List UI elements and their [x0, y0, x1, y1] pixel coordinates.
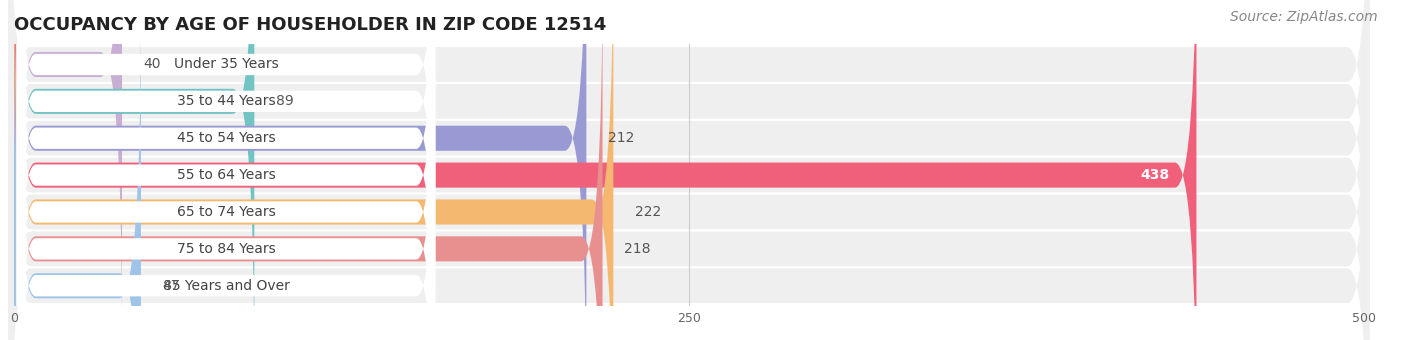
- Text: Under 35 Years: Under 35 Years: [173, 57, 278, 71]
- Text: 55 to 64 Years: 55 to 64 Years: [177, 168, 276, 182]
- FancyBboxPatch shape: [14, 0, 254, 340]
- FancyBboxPatch shape: [14, 3, 141, 340]
- FancyBboxPatch shape: [17, 1, 436, 340]
- FancyBboxPatch shape: [14, 0, 613, 340]
- Text: 212: 212: [607, 131, 634, 145]
- FancyBboxPatch shape: [17, 0, 436, 340]
- FancyBboxPatch shape: [8, 0, 1369, 340]
- FancyBboxPatch shape: [14, 0, 1197, 340]
- Text: 35 to 44 Years: 35 to 44 Years: [177, 95, 276, 108]
- FancyBboxPatch shape: [8, 0, 1369, 340]
- Text: 85 Years and Over: 85 Years and Over: [163, 279, 290, 293]
- FancyBboxPatch shape: [17, 0, 436, 340]
- FancyBboxPatch shape: [17, 0, 436, 340]
- Text: 75 to 84 Years: 75 to 84 Years: [177, 242, 276, 256]
- FancyBboxPatch shape: [8, 0, 1369, 340]
- FancyBboxPatch shape: [17, 38, 436, 340]
- FancyBboxPatch shape: [14, 0, 603, 340]
- Text: 222: 222: [636, 205, 661, 219]
- Text: 438: 438: [1140, 168, 1170, 182]
- FancyBboxPatch shape: [8, 0, 1369, 340]
- FancyBboxPatch shape: [14, 0, 122, 340]
- Text: 40: 40: [143, 57, 162, 71]
- Text: OCCUPANCY BY AGE OF HOUSEHOLDER IN ZIP CODE 12514: OCCUPANCY BY AGE OF HOUSEHOLDER IN ZIP C…: [14, 16, 606, 34]
- FancyBboxPatch shape: [17, 0, 436, 312]
- Text: 65 to 74 Years: 65 to 74 Years: [177, 205, 276, 219]
- FancyBboxPatch shape: [8, 8, 1369, 340]
- Text: Source: ZipAtlas.com: Source: ZipAtlas.com: [1230, 10, 1378, 24]
- FancyBboxPatch shape: [17, 0, 436, 340]
- FancyBboxPatch shape: [8, 0, 1369, 340]
- Text: 47: 47: [163, 279, 180, 293]
- Text: 89: 89: [276, 95, 294, 108]
- FancyBboxPatch shape: [14, 0, 586, 340]
- Text: 45 to 54 Years: 45 to 54 Years: [177, 131, 276, 145]
- FancyBboxPatch shape: [8, 0, 1369, 340]
- Text: 218: 218: [624, 242, 651, 256]
